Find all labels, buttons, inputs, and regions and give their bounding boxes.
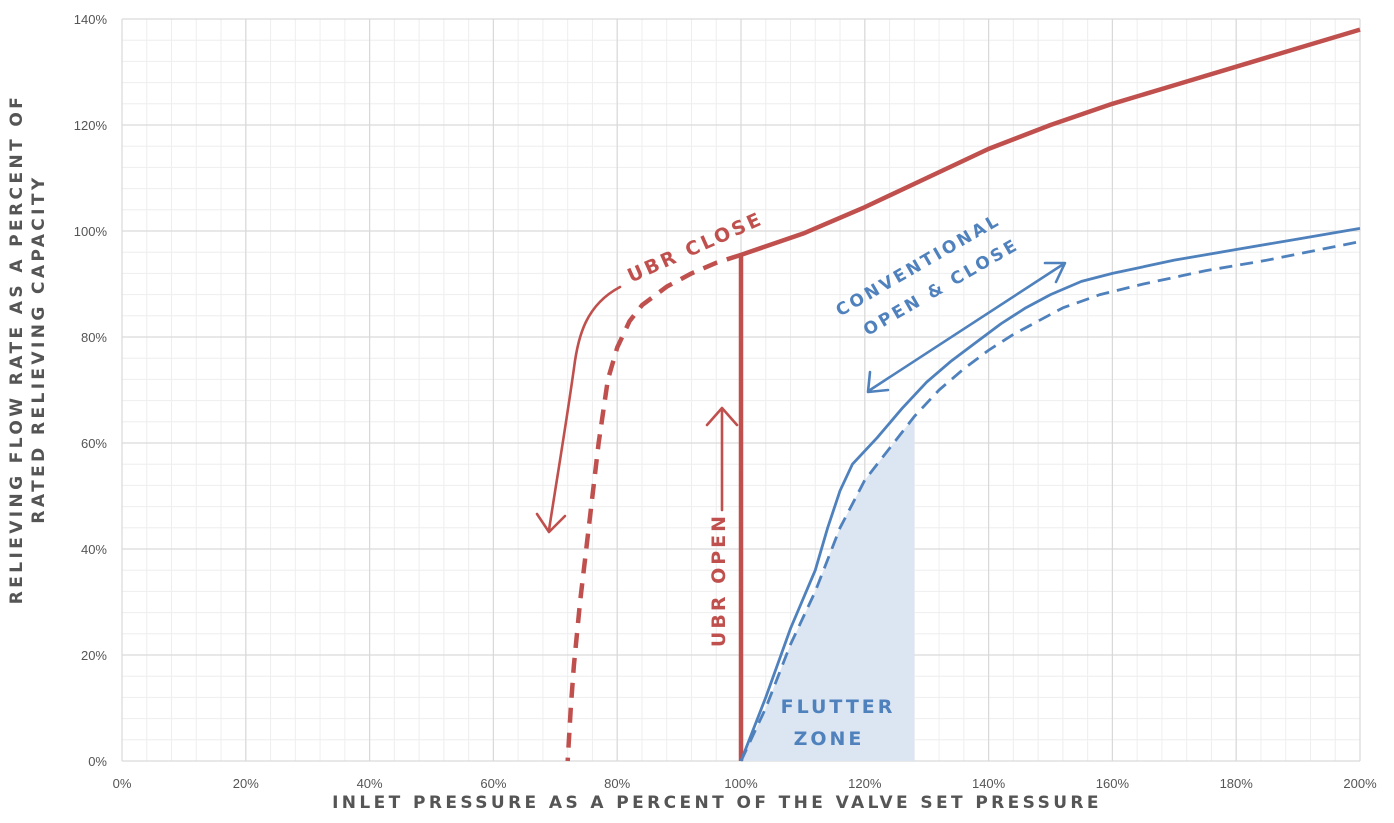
y-tick-label: 100% <box>74 224 108 239</box>
y-tick-label: 80% <box>81 330 107 345</box>
y-tick-label: 60% <box>81 436 107 451</box>
conventional-arrowhead-down <box>866 370 890 394</box>
series-conventional-solid <box>739 226 1361 762</box>
series-ubr-close-dashed <box>565 252 742 762</box>
ubr-open-arrowhead <box>705 406 739 427</box>
flutter-zone-label-line2: ZONE <box>794 728 865 750</box>
series-lines <box>565 27 1361 762</box>
y-tick-label: 0% <box>88 754 107 769</box>
y-axis-title-line2: RATED RELIEVING CAPACITY <box>29 174 49 523</box>
conventional-arrow <box>868 263 1064 392</box>
x-tick-label: 120% <box>848 776 882 791</box>
y-tick-label: 40% <box>81 542 107 557</box>
y-tick-label: 140% <box>74 12 108 27</box>
y-tick-labels: 0% 20% 40% 60% 80% 100% 120% 140% <box>74 12 108 769</box>
x-tick-label: 80% <box>604 776 630 791</box>
flutter-zone-label-line1: FLUTTER <box>781 696 896 718</box>
x-tick-labels: 0% 20% 40% 60% 80% 100% 120% 140% 160% 180% 200% <box>113 776 1377 791</box>
flutter-zone-area <box>741 416 915 761</box>
x-axis-title: INLET PRESSURE AS A PERCENT OF THE VALVE… <box>332 793 1102 813</box>
y-tick-label: 20% <box>81 648 107 663</box>
annotation-arrows <box>535 261 1067 534</box>
series-ubr-main <box>738 27 1361 761</box>
x-tick-label: 100% <box>724 776 758 791</box>
series-conventional-dashed <box>739 240 1361 762</box>
flutter-zone-fill <box>741 416 915 761</box>
ubr-close-arrow <box>547 285 622 532</box>
x-tick-label: 60% <box>480 776 506 791</box>
y-axis-title-line1: RELIEVING FLOW RATE AS A PERCENT OF <box>7 94 27 605</box>
conventional-arrowhead-up <box>1043 261 1067 284</box>
ubr-open-label: UBR OPEN <box>708 513 730 647</box>
x-tick-label: 0% <box>113 776 132 791</box>
ubr-close-label: UBR CLOSE <box>624 208 767 288</box>
x-tick-label: 140% <box>972 776 1006 791</box>
x-tick-label: 200% <box>1343 776 1377 791</box>
x-tick-label: 20% <box>233 776 259 791</box>
y-tick-label: 120% <box>74 118 108 133</box>
x-tick-label: 180% <box>1220 776 1254 791</box>
x-tick-label: 160% <box>1096 776 1130 791</box>
ubr-close-arrowhead <box>535 512 567 534</box>
x-tick-label: 40% <box>357 776 383 791</box>
